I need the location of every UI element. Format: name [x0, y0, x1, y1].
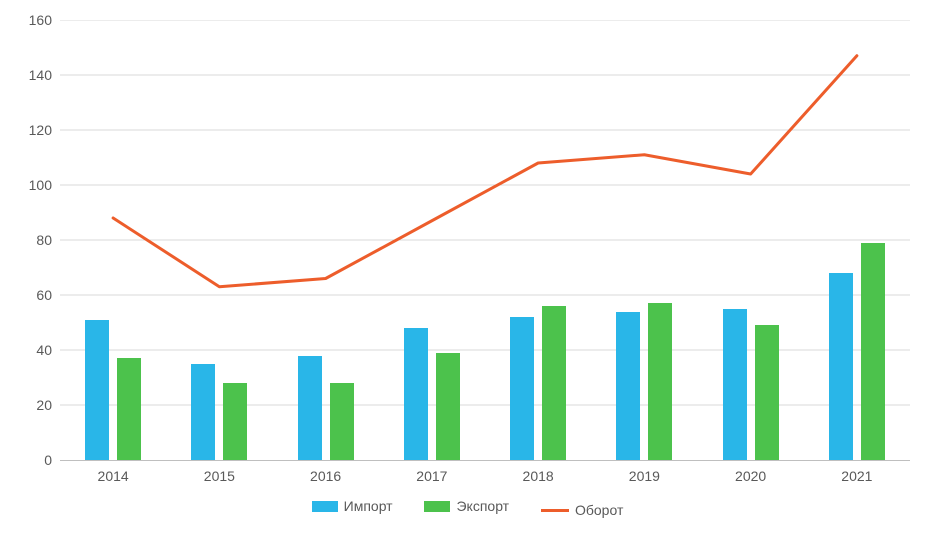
x-tick-label: 2014 — [98, 468, 129, 484]
legend-label-turnover: Оборот — [575, 502, 623, 518]
y-tick-label: 160 — [12, 12, 52, 28]
bar — [723, 309, 747, 460]
bar — [648, 303, 672, 460]
plot-area — [60, 20, 910, 461]
y-tick-label: 40 — [12, 342, 52, 358]
bar — [829, 273, 853, 460]
y-tick-label: 100 — [12, 177, 52, 193]
bar — [510, 317, 534, 460]
y-tick-label: 0 — [12, 452, 52, 468]
bar — [298, 356, 322, 461]
bar — [436, 353, 460, 460]
bar — [223, 383, 247, 460]
bar — [616, 312, 640, 461]
legend-item-import: Импорт — [312, 498, 393, 514]
y-tick-label: 140 — [12, 67, 52, 83]
y-tick-label: 60 — [12, 287, 52, 303]
bar — [861, 243, 885, 460]
legend-swatch-turnover — [541, 509, 569, 512]
bar — [542, 306, 566, 460]
bar — [117, 358, 141, 460]
x-tick-label: 2015 — [204, 468, 235, 484]
chart-container: 0 20 40 60 80 100 120 140 160 2014 2015 2016 2017 20… — [0, 0, 935, 542]
y-tick-label: 80 — [12, 232, 52, 248]
x-tick-label: 2016 — [310, 468, 341, 484]
bar — [191, 364, 215, 460]
gridlines — [60, 20, 910, 460]
legend-label-import: Импорт — [344, 498, 393, 514]
legend-item-turnover: Оборот — [541, 502, 623, 518]
legend-swatch-export — [424, 501, 450, 512]
legend-label-export: Экспорт — [456, 498, 509, 514]
x-tick-label: 2019 — [629, 468, 660, 484]
bar — [330, 383, 354, 460]
legend-swatch-import — [312, 501, 338, 512]
x-tick-label: 2018 — [523, 468, 554, 484]
y-tick-label: 20 — [12, 397, 52, 413]
bar — [404, 328, 428, 460]
legend-item-export: Экспорт — [424, 498, 509, 514]
line-series — [60, 20, 910, 460]
bar — [755, 325, 779, 460]
x-tick-label: 2021 — [841, 468, 872, 484]
bar — [85, 320, 109, 460]
y-tick-label: 120 — [12, 122, 52, 138]
legend: Импорт Экспорт Оборот — [0, 498, 935, 518]
x-tick-label: 2017 — [416, 468, 447, 484]
x-tick-label: 2020 — [735, 468, 766, 484]
